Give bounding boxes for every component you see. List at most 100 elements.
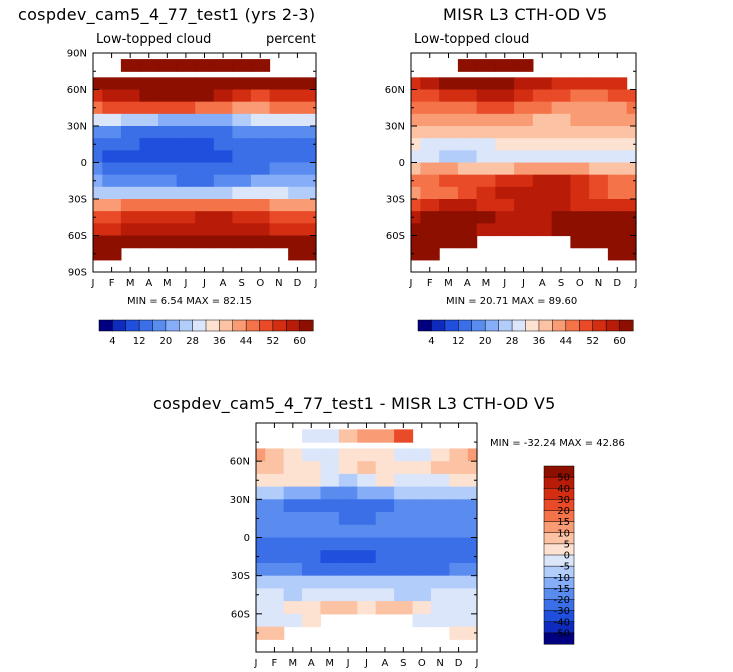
heatmap-cell bbox=[265, 601, 285, 615]
heatmap-cell bbox=[288, 211, 308, 224]
y-tick-label: 60S bbox=[231, 609, 250, 620]
heatmap-cell bbox=[320, 601, 340, 615]
heatmap-cell bbox=[570, 150, 590, 164]
heatmap-cell bbox=[265, 537, 285, 551]
heatmap-cell bbox=[283, 613, 303, 628]
heatmap-cell bbox=[250, 126, 271, 139]
heatmap-cell bbox=[265, 473, 285, 488]
heatmap-cell bbox=[176, 138, 196, 151]
heatmap-cell bbox=[256, 601, 266, 615]
heatmap-cell bbox=[283, 448, 303, 462]
heatmap-cell bbox=[412, 601, 432, 615]
heatmap-cell bbox=[232, 113, 252, 127]
heatmap-cell bbox=[467, 448, 478, 462]
heatmap-cell bbox=[283, 512, 303, 526]
heatmap-cell bbox=[139, 113, 159, 127]
heatmap-cell bbox=[449, 626, 469, 640]
colorbar-box bbox=[98, 319, 113, 332]
heatmap-cell bbox=[269, 186, 289, 200]
heatmap-cell bbox=[250, 138, 271, 151]
heatmap-cell bbox=[412, 448, 432, 462]
heatmap-cell bbox=[607, 223, 628, 237]
heatmap-cell bbox=[551, 223, 571, 237]
heatmap-cell bbox=[256, 461, 266, 475]
heatmap-cell bbox=[195, 211, 215, 224]
heatmap-cell bbox=[467, 499, 478, 513]
heatmap-cell bbox=[467, 524, 478, 539]
heatmap-cell bbox=[532, 138, 553, 151]
heatmap-cell bbox=[514, 59, 534, 72]
colorbar-label: 60 bbox=[613, 336, 626, 347]
heatmap-cell bbox=[269, 211, 289, 224]
heatmap-cell bbox=[256, 499, 266, 513]
heatmap-cell bbox=[120, 199, 141, 212]
y-tick-label: 30N bbox=[67, 122, 87, 133]
heatmap-cell bbox=[457, 186, 478, 200]
heatmap-cell bbox=[158, 162, 178, 176]
heatmap-cell bbox=[288, 199, 308, 212]
heatmap-cell bbox=[394, 448, 414, 462]
heatmap-cell bbox=[495, 199, 515, 212]
heatmap-cell bbox=[93, 150, 103, 164]
heatmap-cell bbox=[283, 524, 303, 539]
heatmap-cell bbox=[357, 429, 377, 443]
heatmap-cell bbox=[449, 550, 469, 564]
heatmap-cell bbox=[213, 174, 233, 188]
heatmap-cell bbox=[607, 138, 628, 151]
obs-subtitle-left: Low-topped cloud bbox=[414, 32, 529, 47]
heatmap-cell bbox=[320, 524, 340, 539]
x-tick-label: O bbox=[256, 278, 264, 289]
heatmap-cell bbox=[412, 461, 432, 475]
model-subtitle-left: Low-topped cloud bbox=[96, 32, 211, 47]
colorbar-label: 52 bbox=[586, 336, 599, 347]
heatmap-cell bbox=[269, 126, 289, 139]
heatmap-cell bbox=[288, 162, 308, 176]
heatmap-cell bbox=[139, 138, 159, 151]
heatmap-cell bbox=[338, 473, 358, 488]
model-title: cospdev_cam5_4_77_test1 (yrs 2-3) bbox=[18, 5, 315, 25]
heatmap-cell bbox=[250, 150, 271, 164]
colorbar-label: -15 bbox=[554, 584, 570, 595]
heatmap-cell bbox=[338, 537, 358, 551]
heatmap-cell bbox=[306, 199, 317, 212]
colorbar-box bbox=[299, 319, 314, 332]
heatmap-cell bbox=[158, 59, 178, 72]
heatmap-cell bbox=[420, 186, 440, 200]
colorbar-label: 36 bbox=[213, 336, 226, 347]
heatmap-cell bbox=[288, 126, 308, 139]
colorbar-label: 5 bbox=[564, 539, 570, 550]
heatmap-cell bbox=[570, 186, 590, 200]
heatmap-cell bbox=[195, 186, 215, 200]
heatmap-cell bbox=[93, 223, 103, 237]
heatmap-cell bbox=[607, 89, 628, 103]
heatmap-cell bbox=[439, 77, 459, 91]
colorbar-label: 52 bbox=[267, 336, 280, 347]
model-heatmap-cells bbox=[93, 59, 317, 261]
heatmap-cell bbox=[467, 588, 478, 602]
heatmap-cell bbox=[551, 150, 571, 164]
heatmap-cell bbox=[302, 486, 322, 500]
heatmap-cell bbox=[570, 138, 590, 151]
heatmap-cell bbox=[357, 512, 377, 526]
heatmap-cell bbox=[283, 588, 303, 602]
x-tick-label: M bbox=[289, 658, 298, 669]
heatmap-cell bbox=[532, 186, 553, 200]
heatmap-cell bbox=[449, 512, 469, 526]
heatmap-cell bbox=[532, 199, 553, 212]
heatmap-cell bbox=[120, 59, 141, 72]
heatmap-cell bbox=[430, 601, 450, 615]
heatmap-cell bbox=[394, 524, 414, 539]
heatmap-cell bbox=[256, 473, 266, 488]
heatmap-cell bbox=[320, 537, 340, 551]
heatmap-cell bbox=[158, 199, 178, 212]
heatmap-cell bbox=[626, 247, 637, 261]
heatmap-cell bbox=[158, 77, 178, 91]
heatmap-cell bbox=[93, 89, 103, 103]
model-colorbar: 4 12 20 28 36 44 52 60 bbox=[98, 319, 314, 347]
heatmap-cell bbox=[213, 113, 233, 127]
heatmap-cell bbox=[176, 199, 196, 212]
heatmap-cell bbox=[532, 77, 553, 91]
heatmap-cell bbox=[514, 211, 534, 224]
heatmap-cell bbox=[93, 174, 103, 188]
